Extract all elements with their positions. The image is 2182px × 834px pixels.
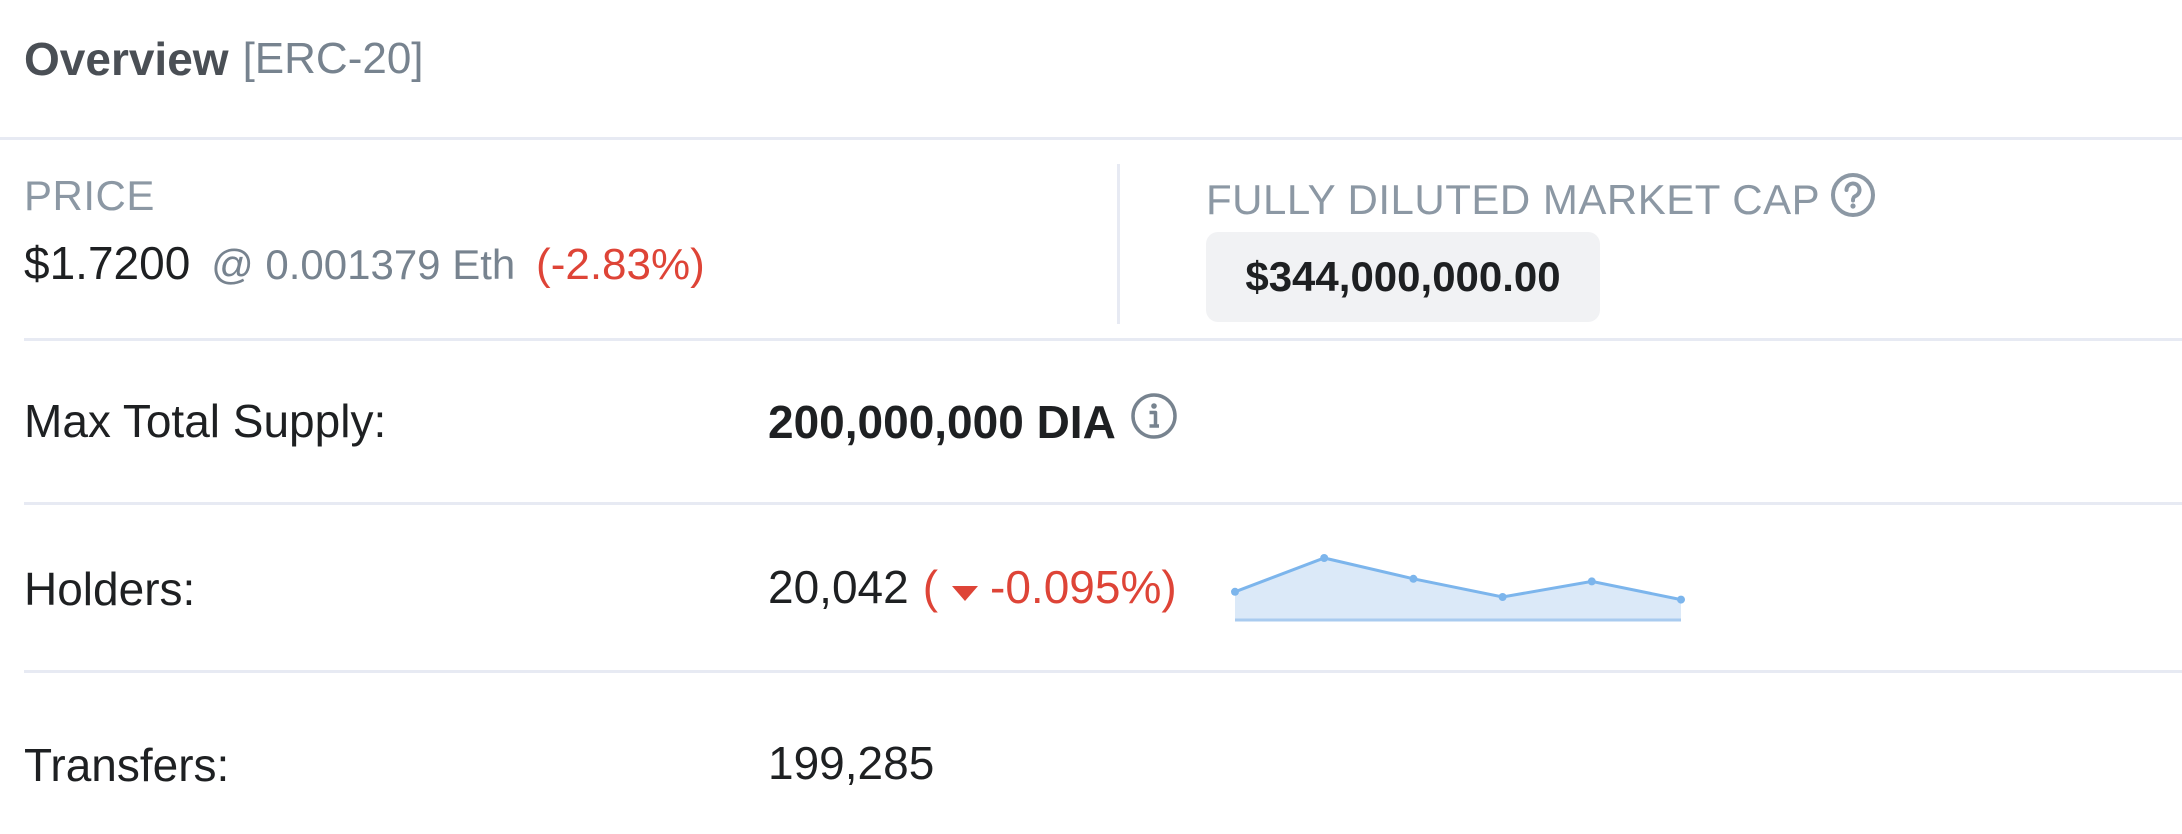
holders-change-open: ( bbox=[922, 561, 939, 613]
sparkline-line bbox=[1234, 556, 1682, 602]
market-cap-label: FULLY DILUTED MARKET CAP bbox=[1206, 176, 1821, 223]
sparkline-point bbox=[1231, 587, 1239, 596]
caret-down-icon bbox=[950, 560, 980, 614]
transfers-value-wrap: 199,285 bbox=[768, 736, 934, 790]
transfers-label: Transfers: bbox=[24, 739, 230, 791]
header-divider bbox=[0, 137, 2182, 140]
price-change: (-2.83%) bbox=[536, 240, 705, 289]
page-title: Overview bbox=[24, 33, 229, 85]
holders-value-wrap: 20,042 ( -0.095%) bbox=[768, 560, 1177, 614]
supply-value-wrap: 200,000,000 DIA bbox=[768, 392, 1178, 451]
price-value: $1.7200 bbox=[24, 237, 191, 289]
sparkline-point bbox=[1409, 574, 1418, 583]
transfers-value: 199,285 bbox=[768, 737, 935, 789]
price-divider bbox=[24, 338, 2182, 341]
sparkline-point bbox=[1320, 554, 1329, 562]
token-type-tag: [ERC-20] bbox=[242, 34, 424, 83]
price-eth: @ 0.001379 Eth bbox=[211, 241, 516, 288]
price-label: PRICE bbox=[24, 172, 155, 219]
holders-label: Holders: bbox=[24, 563, 196, 615]
sparkline-point bbox=[1587, 577, 1596, 586]
supply-label: Max Total Supply: bbox=[24, 395, 387, 447]
supply-divider bbox=[24, 502, 2182, 505]
holders-value: 20,042 bbox=[768, 561, 909, 613]
question-circle-icon[interactable] bbox=[1830, 172, 1876, 228]
supply-value: 200,000,000 DIA bbox=[768, 395, 1116, 448]
market-cap-label-wrap: FULLY DILUTED MARKET CAP bbox=[1206, 172, 1876, 228]
holders-change-value: -0.095%) bbox=[990, 561, 1177, 613]
vertical-divider bbox=[1117, 164, 1120, 324]
overview-header: Overview [ERC-20] bbox=[24, 0, 424, 118]
sparkline-point bbox=[1677, 595, 1685, 604]
info-circle-icon[interactable] bbox=[1130, 392, 1178, 451]
holders-sparkline bbox=[1231, 554, 1685, 622]
market-cap-value: $344,000,000.00 bbox=[1206, 232, 1600, 322]
price-line: $1.7200 @ 0.001379 Eth (-2.83%) bbox=[24, 236, 705, 290]
holders-change: ( -0.095%) bbox=[923, 560, 1177, 614]
sparkline-point bbox=[1498, 593, 1507, 601]
holders-divider bbox=[24, 670, 2182, 673]
